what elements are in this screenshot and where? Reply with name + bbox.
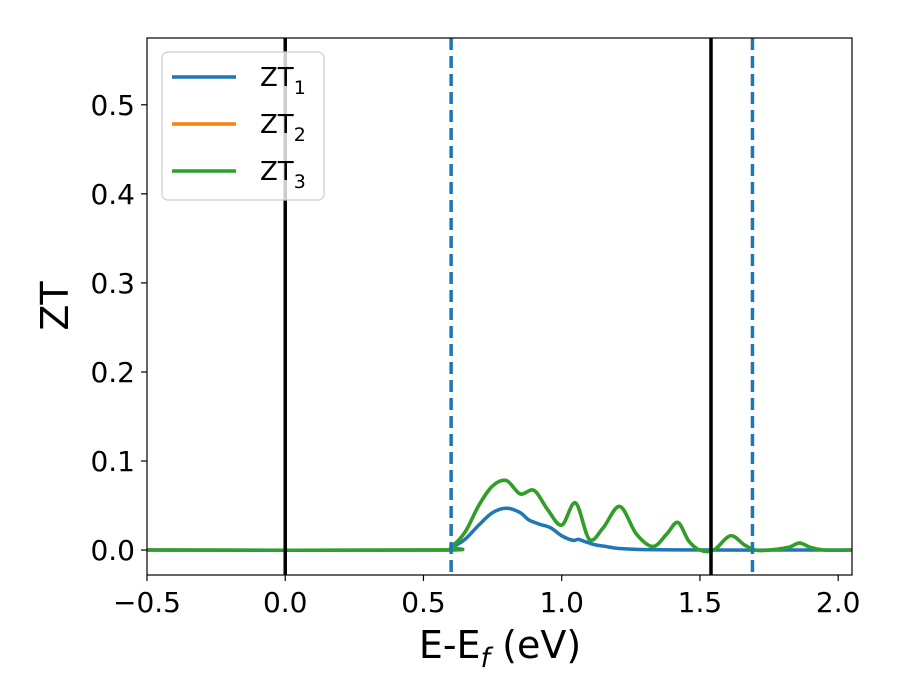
y-tick-label: 0.3 xyxy=(90,267,135,300)
y-tick-label: 0.0 xyxy=(90,534,135,567)
legend-frame xyxy=(161,51,325,201)
x-tick-label: 0.0 xyxy=(263,586,308,619)
x-axis-title: E-Ef (eV) xyxy=(419,623,581,674)
y-tick-label: 0.5 xyxy=(90,89,135,122)
series-line-2 xyxy=(147,478,852,554)
legend-label-3: ZT3 xyxy=(260,157,306,193)
x-tick-label: 1.0 xyxy=(539,586,584,619)
y-tick-label: 0.4 xyxy=(90,178,135,211)
x-tick-label: 0.5 xyxy=(401,586,446,619)
x-tick-label: 2.0 xyxy=(816,586,861,619)
axes-frame xyxy=(146,37,853,576)
legend-label-1: ZT1 xyxy=(260,63,306,99)
y-tick-label: 0.1 xyxy=(90,445,135,478)
x-axis-title-suffix: (eV) xyxy=(490,623,581,667)
axis-ticks: −0.5 0.0 0.5 1.0 1.5 2.0 0.0 0.1 0.2 0.3 0.4 0.5 xyxy=(90,89,860,619)
y-axis-title: ZT xyxy=(33,281,77,331)
x-axis-title-main: E-E xyxy=(419,623,481,667)
series-line-3 xyxy=(147,478,852,554)
legend-label-2: ZT2 xyxy=(260,110,306,146)
x-tick-label: −0.5 xyxy=(113,586,181,619)
x-tick-label: 1.5 xyxy=(678,586,723,619)
y-tick-label: 0.2 xyxy=(90,356,135,389)
legend: ZT1 ZT2 ZT3 xyxy=(161,51,325,201)
series-line-1 xyxy=(147,506,852,553)
